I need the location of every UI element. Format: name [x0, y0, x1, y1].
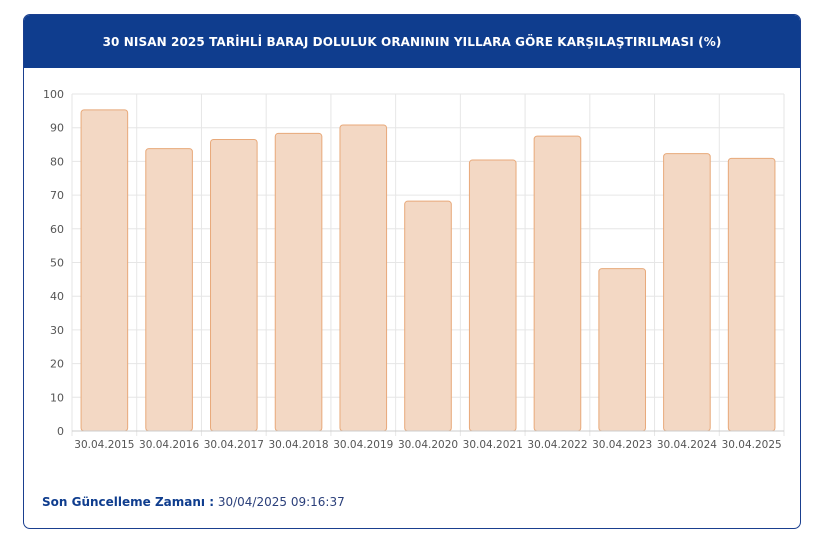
x-tick-label: 30.04.2016	[139, 439, 199, 451]
bar	[404, 200, 452, 432]
bar	[80, 109, 129, 432]
y-tick-label: 80	[50, 155, 64, 168]
x-tick-label: 30.04.2022	[527, 439, 587, 451]
x-tick-label: 30.04.2018	[268, 439, 328, 451]
last-updated: Son Güncelleme Zamanı : 30/04/2025 09:16…	[42, 495, 345, 509]
x-tick-label: 30.04.2023	[592, 439, 652, 451]
bar	[145, 148, 193, 432]
last-updated-label: Son Güncelleme Zamanı :	[42, 495, 215, 509]
x-tick-label: 30.04.2020	[398, 439, 458, 451]
y-tick-label: 60	[50, 223, 64, 236]
bar	[210, 138, 258, 432]
chart-area: 0 10 20 30 40 50 60 70 80 90 100 30.04.2015 30.04.20…	[24, 68, 800, 478]
y-tick-label: 50	[50, 257, 64, 270]
last-updated-value: 30/04/2025 09:16:37	[217, 495, 345, 509]
y-tick-label: 90	[50, 122, 64, 135]
y-tick-label: 100	[43, 88, 64, 101]
bar	[533, 135, 582, 432]
bar	[727, 157, 776, 432]
x-tick-label: 30.04.2021	[463, 439, 523, 451]
bar	[663, 153, 711, 432]
y-tick-label: 20	[50, 358, 64, 371]
y-tick-label: 10	[50, 391, 64, 404]
x-tick-label: 30.04.2017	[204, 439, 264, 451]
x-tick-label: 30.04.2025	[722, 439, 782, 451]
bar	[468, 159, 517, 432]
chart-title: 30 NISAN 2025 TARİHLİ BARAJ DOLULUK ORAN…	[24, 15, 800, 68]
bar	[274, 132, 323, 432]
x-tick-label: 30.04.2019	[333, 439, 393, 451]
y-tick-label: 0	[57, 425, 64, 438]
y-tick-label: 40	[50, 290, 64, 303]
x-tick-label: 30.04.2024	[657, 439, 717, 451]
y-tick-label: 30	[50, 324, 64, 337]
bar	[339, 124, 388, 432]
chart-card: 30 NISAN 2025 TARİHLİ BARAJ DOLULUK ORAN…	[23, 14, 801, 529]
x-tick-label: 30.04.2015	[74, 439, 134, 451]
bar	[598, 268, 646, 432]
bar-chart: 0 10 20 30 40 50 60 70 80 90 100 30.04.2015 30.04.20…	[43, 88, 785, 451]
y-tick-label: 70	[50, 189, 64, 202]
